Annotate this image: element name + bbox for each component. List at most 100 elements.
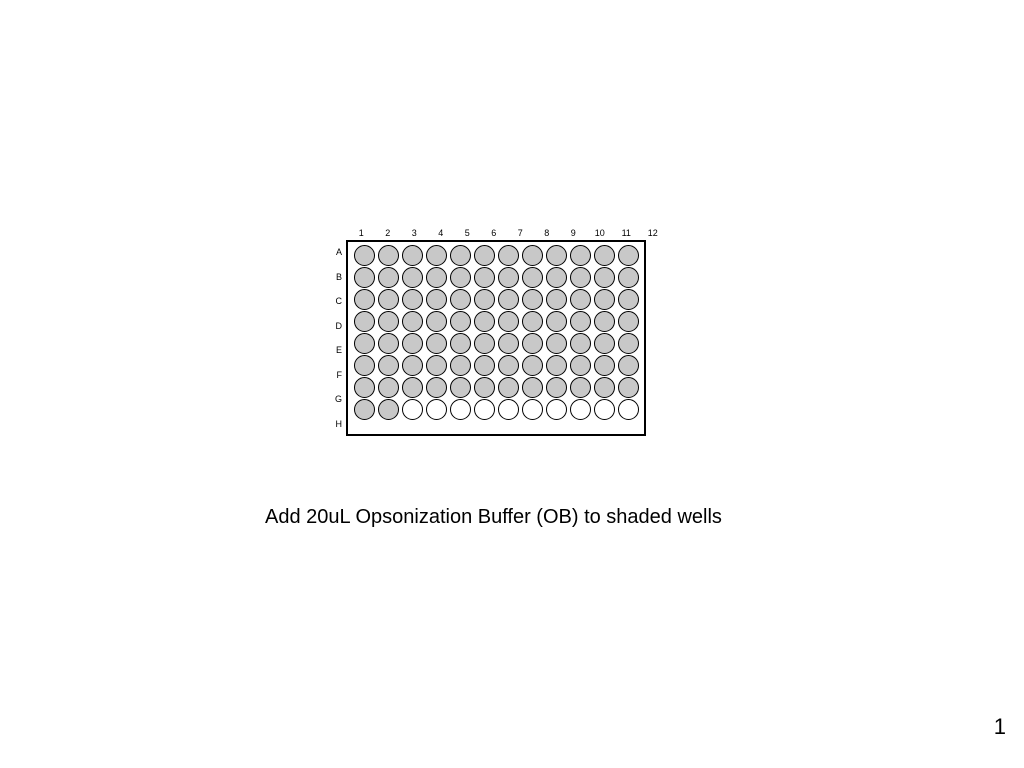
well-shaded xyxy=(426,245,447,266)
well-shaded xyxy=(378,399,399,420)
well-shaded xyxy=(522,333,543,354)
well-shaded xyxy=(450,333,471,354)
well-unshaded xyxy=(474,399,495,420)
well-shaded xyxy=(570,267,591,288)
well-unshaded xyxy=(618,399,639,420)
column-labels: 123456789101112 xyxy=(348,228,666,238)
well-shaded xyxy=(498,289,519,310)
well-shaded xyxy=(498,333,519,354)
well-shaded xyxy=(426,267,447,288)
row-label: G xyxy=(330,387,342,412)
well-unshaded xyxy=(402,399,423,420)
row-label: B xyxy=(330,265,342,290)
well-shaded xyxy=(450,377,471,398)
well-shaded xyxy=(498,267,519,288)
well-shaded xyxy=(618,377,639,398)
plate-row xyxy=(352,332,640,354)
well-shaded xyxy=(474,333,495,354)
plate-row xyxy=(352,310,640,332)
well-unshaded xyxy=(450,399,471,420)
well-shaded xyxy=(594,333,615,354)
well-unshaded xyxy=(594,399,615,420)
well-shaded xyxy=(378,333,399,354)
well-shaded xyxy=(594,355,615,376)
well-shaded xyxy=(450,355,471,376)
row-label: F xyxy=(330,363,342,388)
column-label: 7 xyxy=(507,228,534,238)
well-shaded xyxy=(402,289,423,310)
well-shaded xyxy=(594,289,615,310)
well-shaded xyxy=(546,245,567,266)
well-shaded xyxy=(546,333,567,354)
well-shaded xyxy=(474,355,495,376)
plate-row xyxy=(352,398,640,420)
well-shaded xyxy=(522,245,543,266)
well-shaded xyxy=(594,267,615,288)
well-shaded xyxy=(546,267,567,288)
row-labels: ABCDEFGH xyxy=(330,240,342,436)
plate-row xyxy=(352,244,640,266)
well-shaded xyxy=(354,399,375,420)
well-unshaded xyxy=(426,399,447,420)
row-label: E xyxy=(330,338,342,363)
well-shaded xyxy=(354,245,375,266)
row-label: C xyxy=(330,289,342,314)
plate-grid xyxy=(346,240,646,436)
well-shaded xyxy=(546,289,567,310)
well-shaded xyxy=(618,333,639,354)
column-label: 9 xyxy=(560,228,587,238)
well-shaded xyxy=(570,289,591,310)
column-label: 6 xyxy=(481,228,508,238)
well-shaded xyxy=(426,355,447,376)
well-shaded xyxy=(402,377,423,398)
well-unshaded xyxy=(522,399,543,420)
well-shaded xyxy=(618,311,639,332)
well-shaded xyxy=(378,267,399,288)
plate-row xyxy=(352,266,640,288)
page-number: 1 xyxy=(994,714,1006,740)
well-shaded xyxy=(498,245,519,266)
well-shaded xyxy=(378,289,399,310)
well-shaded xyxy=(498,377,519,398)
column-label: 12 xyxy=(640,228,667,238)
well-shaded xyxy=(522,311,543,332)
well-shaded xyxy=(426,333,447,354)
column-label: 3 xyxy=(401,228,428,238)
well-shaded xyxy=(402,311,423,332)
well-unshaded xyxy=(546,399,567,420)
well-shaded xyxy=(522,267,543,288)
well-shaded xyxy=(354,355,375,376)
well-shaded xyxy=(522,289,543,310)
well-shaded xyxy=(378,245,399,266)
well-shaded xyxy=(426,311,447,332)
well-shaded xyxy=(594,245,615,266)
well-shaded xyxy=(450,311,471,332)
well-shaded xyxy=(354,311,375,332)
well-shaded xyxy=(546,311,567,332)
well-shaded xyxy=(474,377,495,398)
well-shaded xyxy=(474,245,495,266)
well-shaded xyxy=(474,267,495,288)
well-shaded xyxy=(498,355,519,376)
well-shaded xyxy=(378,355,399,376)
well-shaded xyxy=(474,311,495,332)
well-shaded xyxy=(354,267,375,288)
well-shaded xyxy=(402,333,423,354)
well-shaded xyxy=(498,311,519,332)
column-label: 11 xyxy=(613,228,640,238)
well-shaded xyxy=(618,245,639,266)
plate-row xyxy=(352,288,640,310)
well-shaded xyxy=(618,289,639,310)
column-label: 5 xyxy=(454,228,481,238)
well-unshaded xyxy=(498,399,519,420)
well-shaded xyxy=(450,245,471,266)
well-shaded xyxy=(570,355,591,376)
column-label: 4 xyxy=(428,228,455,238)
column-label: 2 xyxy=(375,228,402,238)
well-shaded xyxy=(594,311,615,332)
well-shaded xyxy=(546,355,567,376)
row-label: A xyxy=(330,240,342,265)
well-shaded xyxy=(474,289,495,310)
well-shaded xyxy=(402,267,423,288)
row-label: D xyxy=(330,314,342,339)
